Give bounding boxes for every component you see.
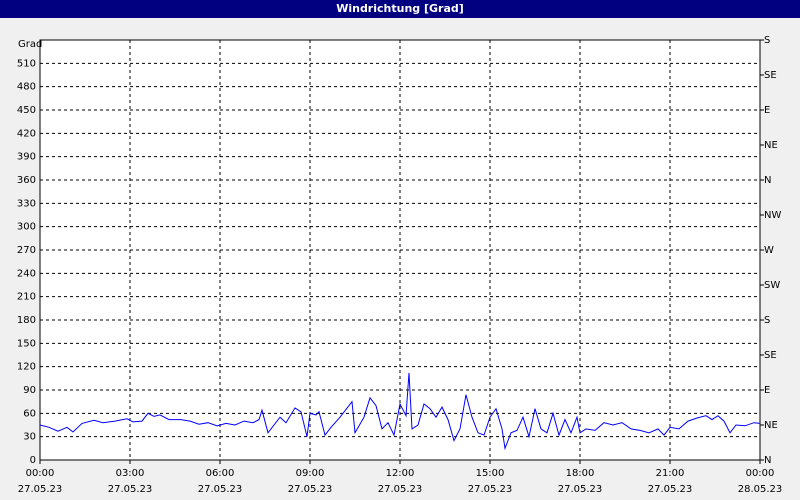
y-tick-label: 420 [17,128,36,139]
data-line [39,372,761,451]
y-tick-label: 150 [17,338,36,349]
x-tick-date: 27.05.23 [558,484,603,495]
x-tick-label: 18:00 [566,468,595,479]
x-tick-label: 03:00 [116,468,145,479]
x-tick-label: 00:00 [746,468,775,479]
x-tick-date: 27.05.23 [108,484,153,495]
y2-tick-label: N [764,455,771,466]
x-tick-label: 21:00 [656,468,685,479]
y-tick-label: 120 [17,362,36,373]
x-tick-date: 27.05.23 [18,484,63,495]
x-tick-label: 06:00 [206,468,235,479]
y-tick-label: 270 [17,245,36,256]
y-tick-label: 390 [17,152,36,163]
x-tick-date: 28.05.23 [738,484,783,495]
y-tick-label: 210 [17,292,36,303]
y-tick-label: 450 [17,105,36,116]
y-tick-label: 300 [17,222,36,233]
y-tick-label: 330 [17,198,36,209]
x-tick-label: 09:00 [296,468,325,479]
y2-tick-label: S [764,35,770,46]
y-axis-label: Grad [18,39,42,50]
y2-tick-label: E [764,105,770,116]
y2-tick-label: W [764,245,774,256]
y-tick-label: 240 [17,268,36,279]
y-tick-label: 90 [23,385,36,396]
y-tick-label: 480 [17,82,36,93]
y-tick-label: 510 [17,58,36,69]
x-tick-label: 12:00 [386,468,415,479]
x-tick-date: 27.05.23 [468,484,513,495]
x-tick-label: 15:00 [476,468,505,479]
y-tick-label: 360 [17,175,36,186]
y2-tick-label: N [764,175,771,186]
y-tick-label: 180 [17,315,36,326]
y-tick-label: 30 [23,432,36,443]
y2-tick-label: SE [764,350,777,361]
x-tick-date: 27.05.23 [378,484,423,495]
chart-title: Windrichtung [Grad] [336,2,464,15]
y2-tick-label: NE [764,420,778,431]
title-bar [0,0,800,18]
x-tick-label: 00:00 [26,468,55,479]
x-tick-date: 27.05.23 [198,484,243,495]
y-tick-label: 0 [30,455,36,466]
y2-tick-label: NE [764,140,778,151]
x-tick-date: 27.05.23 [288,484,333,495]
y-tick-label: 60 [23,408,36,419]
x-tick-date: 27.05.23 [648,484,693,495]
y2-tick-label: S [764,315,770,326]
y2-tick-label: SE [764,70,777,81]
y2-tick-label: SW [764,280,780,291]
y2-tick-label: E [764,385,770,396]
y2-tick-label: NW [764,210,781,221]
